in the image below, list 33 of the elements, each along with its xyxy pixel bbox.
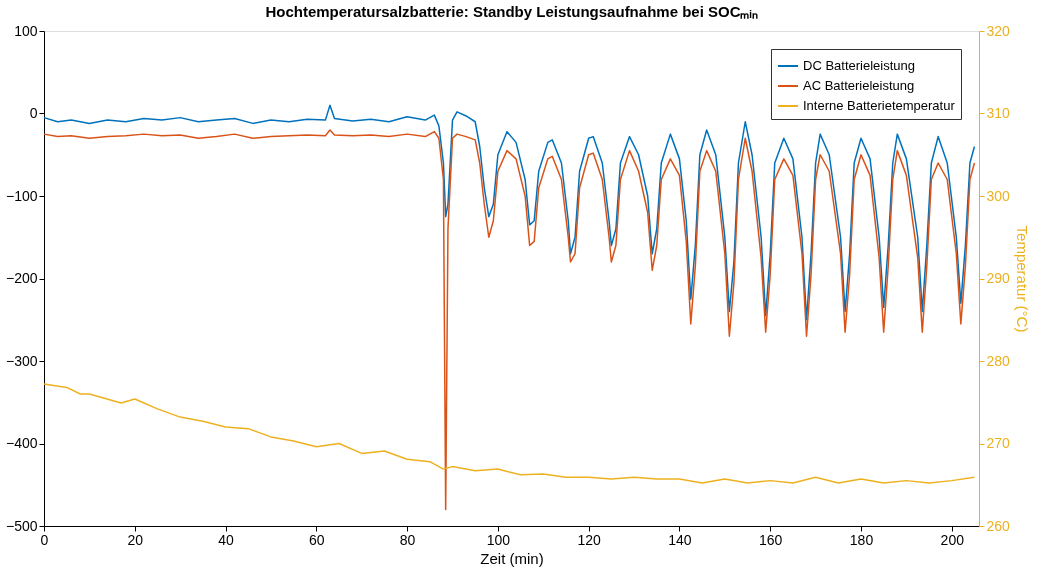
line-series (43, 383, 976, 484)
legend-label: DC Batterieleistung (803, 58, 915, 73)
y2-axis-title: Temperatur (°C) (1013, 225, 1031, 333)
x-tick-label: 140 (668, 531, 692, 548)
x-tick-label: 80 (399, 531, 416, 548)
y2-tick-label: 300 (986, 187, 1011, 204)
y-tick-label: −400 (5, 435, 38, 451)
x-tick-label: 40 (218, 531, 235, 548)
legend-label: AC Batterieleistung (803, 78, 915, 93)
chart-title: Hochtemperatursalzbatterie: Standby Leistungsaufnahme bei SOCₘᵢₙ (265, 3, 758, 20)
y2-tick-label: 310 (986, 105, 1011, 121)
y2-tick-label: 270 (986, 435, 1011, 451)
y-tick-label: −200 (5, 270, 38, 286)
x-tick-label: 20 (127, 531, 144, 548)
y2-tick-label: 320 (986, 22, 1011, 39)
legend-label: Interne Batterietemperatur (803, 98, 956, 113)
y-tick-label: −300 (5, 352, 38, 369)
x-tick-label: 200 (940, 531, 965, 548)
y2-tick-label: 280 (986, 352, 1011, 369)
y-tick-label: 0 (29, 105, 38, 121)
x-tick-label: 180 (849, 531, 874, 548)
x-tick-label: 120 (577, 531, 602, 548)
y-tick-label: −500 (5, 517, 38, 534)
y2-tick-label: 290 (986, 270, 1011, 286)
y2-tick-label: 260 (986, 517, 1011, 534)
x-tick-label: 100 (486, 531, 511, 548)
x-tick-label: 0 (40, 531, 49, 548)
x-tick-label: 160 (759, 531, 783, 548)
y-tick-label: 100 (14, 22, 38, 39)
x-tick-label: 60 (309, 531, 325, 548)
line-series (43, 129, 976, 511)
x-axis-title: Zeit (min) (480, 549, 544, 567)
y-tick-label: −100 (5, 187, 38, 204)
